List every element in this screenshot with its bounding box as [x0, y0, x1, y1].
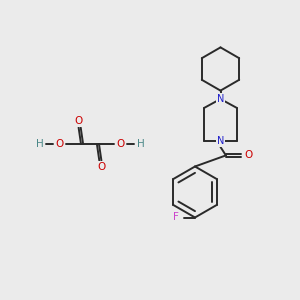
Text: O: O — [244, 150, 252, 161]
Text: N: N — [217, 136, 224, 146]
Text: O: O — [74, 116, 83, 126]
Text: O: O — [97, 162, 106, 172]
Text: O: O — [55, 139, 64, 149]
Text: N: N — [217, 94, 224, 104]
Text: H: H — [136, 139, 144, 149]
Text: O: O — [116, 139, 125, 149]
Text: H: H — [36, 139, 43, 149]
Text: F: F — [173, 212, 179, 223]
